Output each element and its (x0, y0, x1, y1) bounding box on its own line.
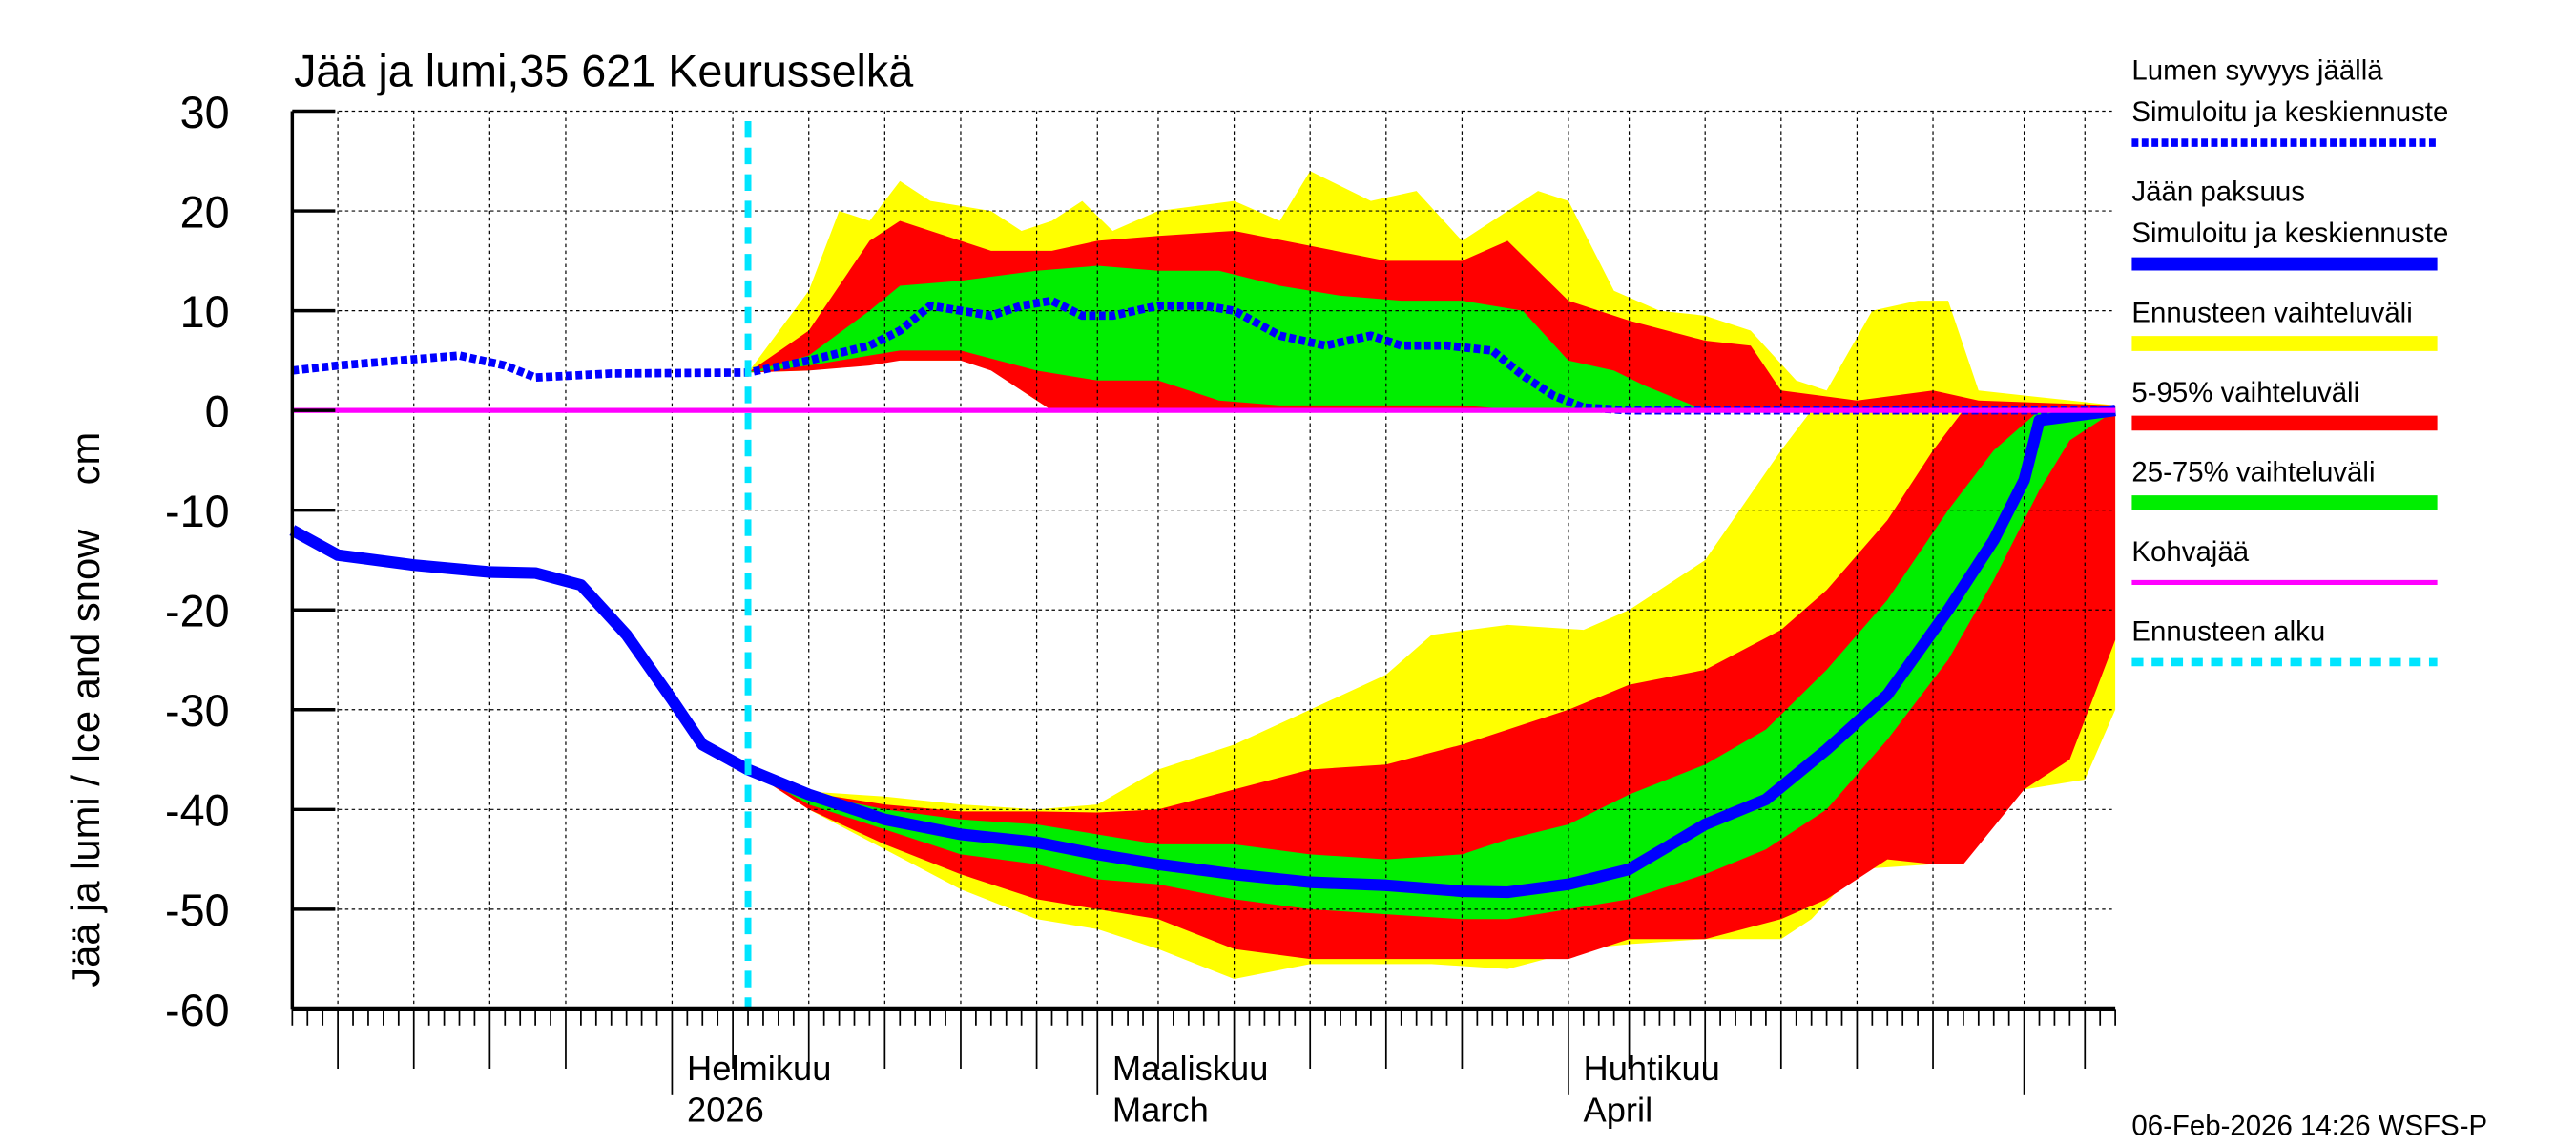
year-label: April (1583, 1091, 1652, 1130)
y-tick-label: -10 (165, 487, 230, 536)
legend-label: 5-95% vaihteluväli (2131, 377, 2359, 408)
legend: Lumen syvyys jäällä Simuloitu ja keskienn… (2131, 54, 2448, 667)
legend-label: Ennusteen vaihteluväli (2131, 297, 2412, 328)
ice-line (289, 405, 2116, 899)
month-label: Helmikuu (687, 1049, 831, 1088)
legend-label: Ennusteen alku (2131, 615, 2325, 647)
chart-title: Jää ja lumi,35 621 Keurusselkä (294, 46, 914, 95)
y-tick-label: 20 (180, 187, 230, 237)
bands-layer (748, 171, 2116, 980)
y-tick-label: -40 (165, 786, 230, 836)
y-axis-label: Jää ja lumi / Ice and snow cm (63, 432, 108, 988)
year-label: 2026 (687, 1091, 764, 1130)
year-label: March (1112, 1091, 1209, 1130)
y-tick-label: -30 (165, 686, 230, 736)
snow-p25-75-band (748, 265, 1706, 411)
y-tick-label: 10 (180, 287, 230, 337)
legend-label: 25-75% vaihteluväli (2131, 456, 2375, 488)
month-label: Huhtikuu (1583, 1049, 1719, 1088)
y-tick-label: -60 (165, 986, 230, 1035)
y-tick-label: 0 (205, 386, 230, 436)
y-tick-label: -20 (165, 587, 230, 636)
timestamp: 06-Feb-2026 14:26 WSFS-P (2131, 1111, 2487, 1142)
y-tick-label: -50 (165, 885, 230, 935)
snow-line (291, 296, 2116, 415)
y-tick-label: 30 (180, 88, 230, 137)
legend-label: Simuloitu ja keskiennuste (2131, 218, 2448, 249)
month-label: Maaliskuu (1112, 1049, 1269, 1088)
legend-label: Jään paksuus (2131, 176, 2305, 207)
lines-layer (289, 120, 2116, 1010)
legend-label: Simuloitu ja keskiennuste (2131, 96, 2448, 128)
legend-label: Lumen syvyys jäällä (2131, 54, 2383, 86)
legend-label: Kohvajää (2131, 536, 2249, 568)
